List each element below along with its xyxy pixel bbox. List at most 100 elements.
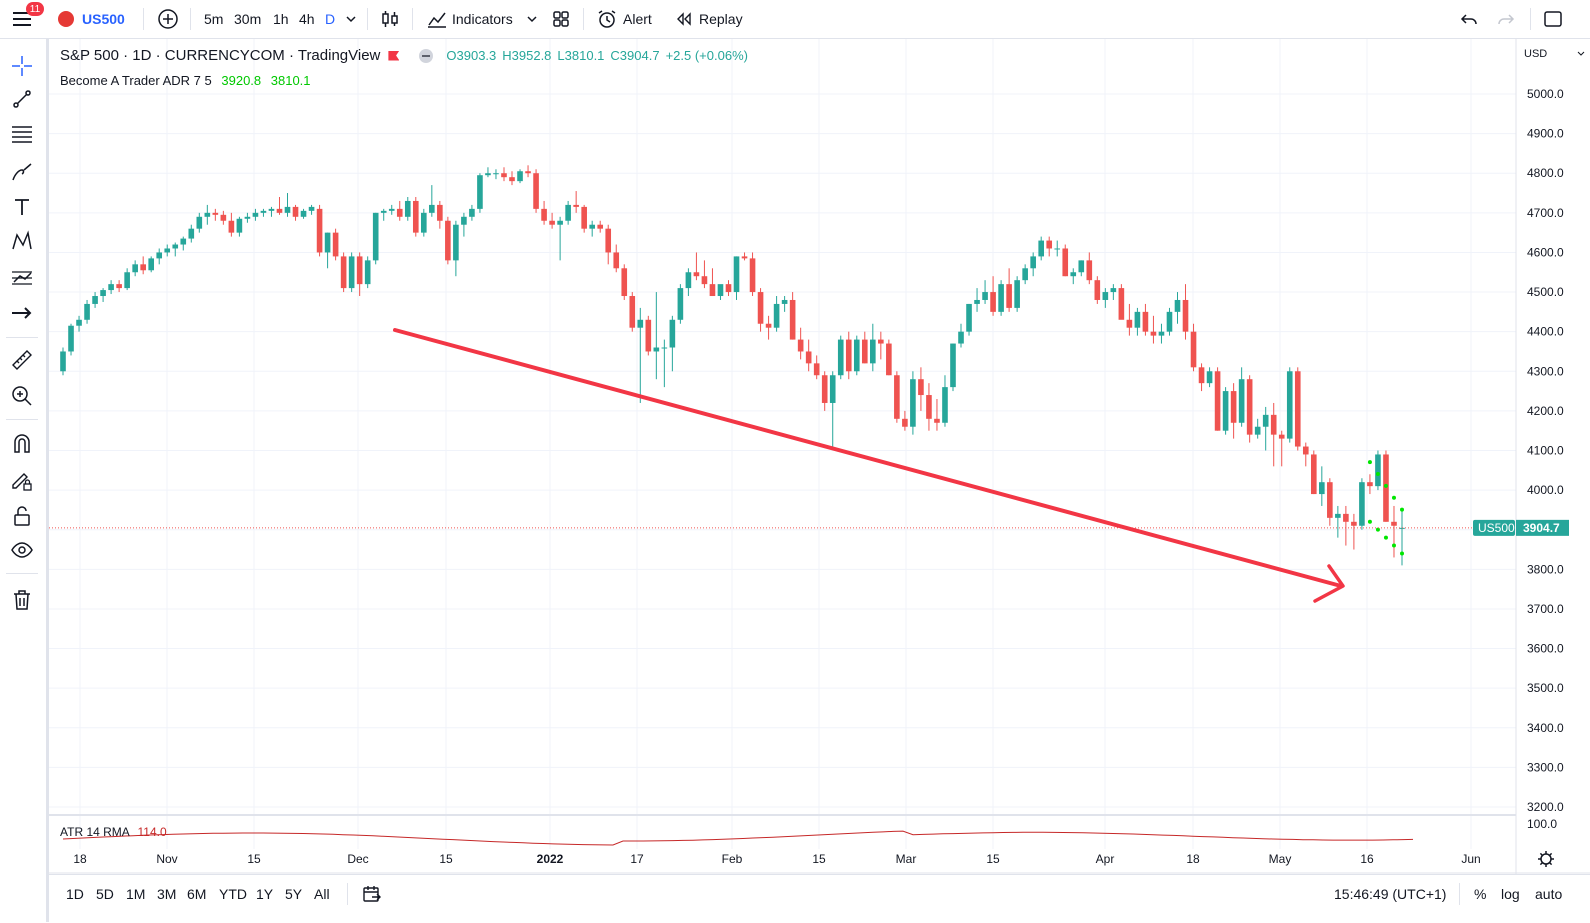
- crosshair-icon[interactable]: [9, 53, 35, 79]
- candle: [1070, 268, 1077, 285]
- candle: [1158, 323, 1165, 344]
- range-6m[interactable]: 6M: [187, 886, 207, 902]
- forecast-icon[interactable]: [9, 265, 35, 291]
- candle: [204, 204, 211, 225]
- ruler-icon[interactable]: [9, 347, 35, 373]
- chart-canvas[interactable]: 5000.0 4900.0 4800.0 4700.0 4600.0 4500.0 4400…: [49, 39, 1590, 874]
- unlock-icon[interactable]: [9, 503, 35, 529]
- range-5d[interactable]: 5D: [96, 886, 114, 902]
- collapse-icon[interactable]: [419, 48, 434, 63]
- timeframe-1h[interactable]: 1h: [273, 10, 289, 27]
- range-5y[interactable]: 5Y: [285, 886, 303, 902]
- atr-name: ATR 14 RMA: [60, 825, 130, 839]
- candle: [669, 315, 676, 372]
- legend-title[interactable]: S&P 500 · 1D · CURRENCYCOM · TradingView: [60, 47, 381, 64]
- candle-body: [493, 173, 499, 175]
- redo-icon[interactable]: [1496, 0, 1516, 37]
- legend-close: C3904.7: [610, 48, 660, 63]
- range-1m[interactable]: 1M: [126, 886, 146, 902]
- arrow-icon[interactable]: [9, 300, 35, 326]
- indicator-legend[interactable]: Become A Trader ADR 7 5 3920.8 3810.1: [60, 73, 311, 88]
- text-icon[interactable]: [9, 194, 35, 220]
- trash-icon[interactable]: [9, 587, 35, 613]
- candle-body: [372, 212, 379, 261]
- candle: [156, 248, 163, 265]
- range-ytd[interactable]: YTD: [219, 886, 247, 902]
- lock-drawing-icon[interactable]: [9, 467, 35, 493]
- chevron-down-icon[interactable]: [345, 0, 357, 37]
- drawing-toolbar: [0, 39, 49, 922]
- candles-series: [60, 165, 1405, 566]
- currency-label[interactable]: USD: [1524, 48, 1547, 60]
- candle: [781, 296, 788, 312]
- price-tick: 3500.0: [1527, 681, 1564, 695]
- candle-body: [324, 232, 331, 253]
- settings-gear-icon[interactable]: [1538, 851, 1554, 867]
- range-1d[interactable]: 1D: [66, 886, 84, 902]
- candle-body: [645, 319, 652, 352]
- candle: [1030, 252, 1036, 277]
- add-symbol-icon[interactable]: [157, 0, 179, 37]
- layout-grid-icon[interactable]: [551, 0, 571, 37]
- candle-body: [517, 171, 523, 182]
- legend-high: H3952.8: [502, 48, 552, 63]
- candle-body: [725, 284, 732, 293]
- candle: [172, 242, 179, 257]
- clock-time[interactable]: 15:46:49 (UTC+1): [1334, 886, 1447, 902]
- candle-body: [60, 351, 66, 372]
- symbol-search[interactable]: US500: [58, 0, 125, 37]
- fib-retracement-icon[interactable]: [9, 121, 35, 147]
- candle: [509, 171, 515, 186]
- candle: [372, 212, 379, 265]
- candle: [661, 339, 668, 388]
- chart-type-candles-icon[interactable]: [380, 0, 400, 37]
- auto-toggle[interactable]: auto: [1535, 886, 1563, 902]
- zoom-in-icon[interactable]: [9, 383, 35, 409]
- candle-body: [1158, 331, 1165, 336]
- timeframe-4h[interactable]: 4h: [299, 10, 315, 27]
- price-tick: 4700.0: [1527, 206, 1564, 220]
- indicators-chevron-icon[interactable]: [526, 0, 538, 37]
- replay-button[interactable]: Replay: [675, 0, 743, 37]
- percent-toggle[interactable]: %: [1474, 886, 1487, 902]
- time-tick: Jun: [1461, 852, 1480, 866]
- candle-body: [1182, 299, 1189, 332]
- candle: [429, 185, 435, 217]
- candle-body: [1062, 248, 1069, 277]
- brush-icon[interactable]: [9, 159, 35, 185]
- go-to-date-icon[interactable]: [362, 875, 382, 913]
- candle-body: [549, 220, 555, 225]
- candle-body: [300, 210, 307, 217]
- log-toggle[interactable]: log: [1501, 886, 1520, 902]
- candle-body: [757, 292, 764, 324]
- undo-icon[interactable]: [1459, 0, 1479, 37]
- pattern-icon[interactable]: [9, 229, 35, 255]
- trend-line-icon[interactable]: [9, 86, 35, 112]
- candle-body: [821, 375, 828, 403]
- timeframe-30m[interactable]: 30m: [234, 10, 262, 27]
- range-3m[interactable]: 3M: [157, 886, 177, 902]
- candle: [84, 299, 90, 324]
- alert-button[interactable]: Alert: [596, 0, 652, 37]
- atr-legend[interactable]: ATR 14 RMA 114.0: [60, 825, 167, 839]
- range-all[interactable]: All: [314, 886, 330, 902]
- timeframe-d[interactable]: D: [325, 10, 336, 27]
- candle-body: [1359, 482, 1365, 526]
- candle-body: [974, 299, 980, 304]
- candle: [733, 256, 740, 300]
- candle-body: [773, 303, 780, 328]
- timeframe-5m[interactable]: 5m: [204, 10, 224, 27]
- fullscreen-icon[interactable]: [1543, 0, 1563, 37]
- candle: [1006, 268, 1012, 312]
- candle: [404, 196, 411, 221]
- candle-body: [677, 288, 684, 320]
- magnet-icon[interactable]: [9, 431, 35, 457]
- candle: [934, 399, 940, 431]
- price-tick: 3700.0: [1527, 602, 1564, 616]
- candle-body: [1335, 513, 1341, 518]
- indicators-button[interactable]: Indicators: [426, 0, 513, 37]
- eye-icon[interactable]: [9, 537, 35, 563]
- range-1y[interactable]: 1Y: [256, 886, 274, 902]
- candle-body: [1327, 482, 1333, 518]
- chart-grid: [49, 39, 1516, 849]
